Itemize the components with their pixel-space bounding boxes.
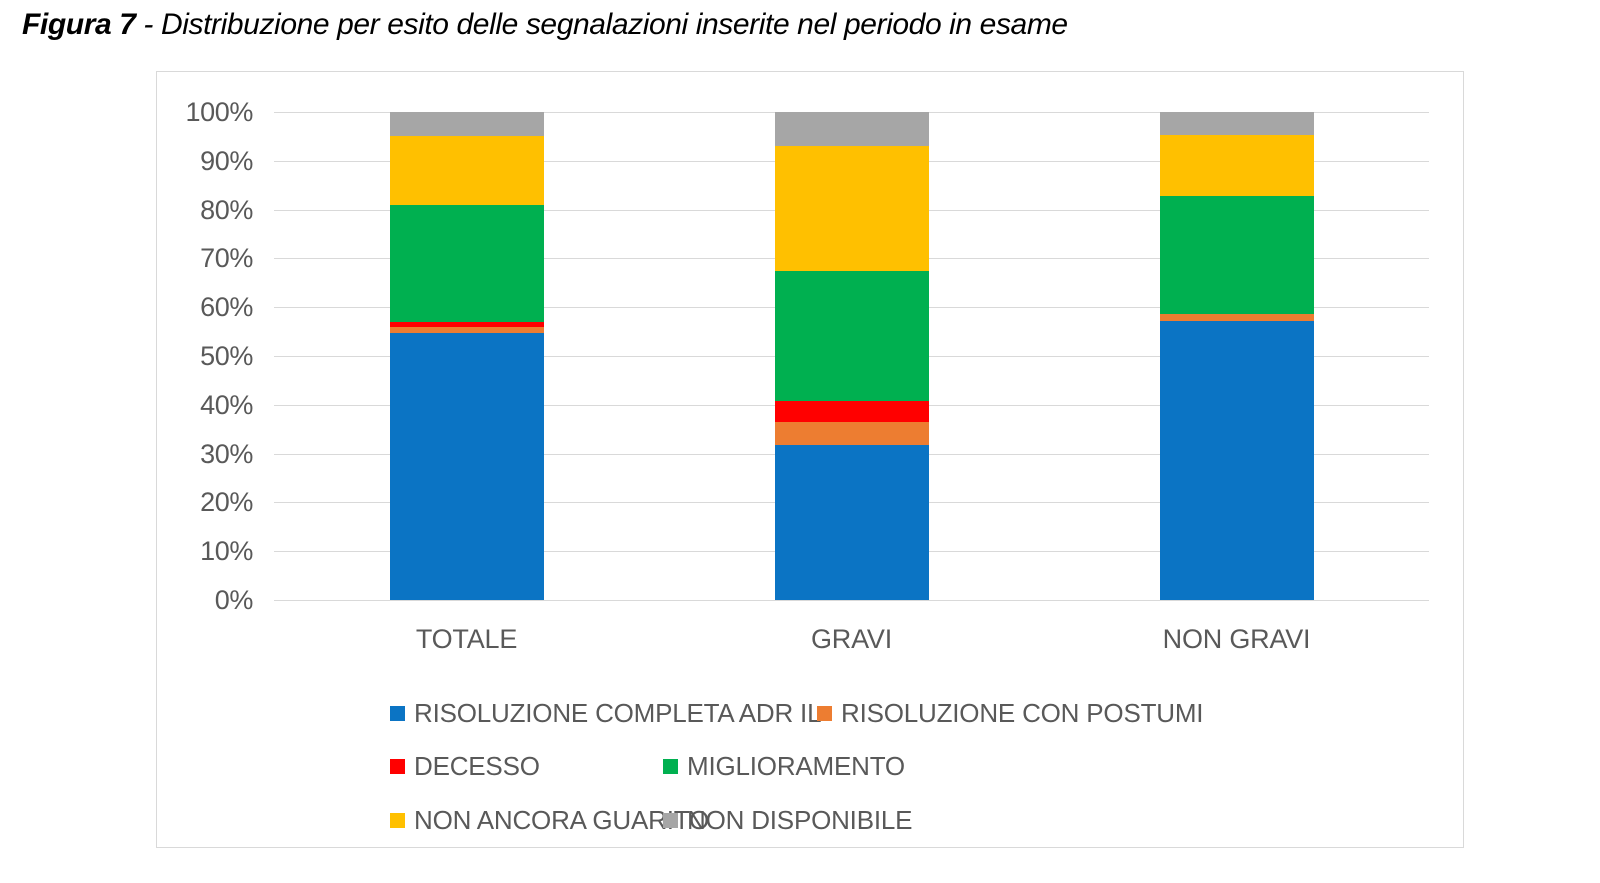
- y-axis-tick-label: 0%: [214, 585, 254, 615]
- legend-item-risoluzione-con-postumi: RISOLUZIONE CON POSTUMI: [817, 697, 1204, 729]
- y-axis-tick-label: 50%: [200, 341, 253, 371]
- bar-segment-gravi-non-ancora-guarito: [774, 146, 929, 271]
- bar-segment-gravi-risoluzione-con-postumi: [774, 422, 929, 446]
- y-axis-tick-label: 40%: [200, 389, 253, 420]
- legend-label: RISOLUZIONE COMPLETA ADR IL: [414, 697, 822, 728]
- bar-segment-totale-risoluzione-completa-adr-il: [389, 333, 544, 600]
- legend-swatch-icon: [663, 758, 678, 774]
- figure-title-number: Figura 7: [22, 8, 136, 41]
- chart-container: 0% 10% 20% 30% 40% 50% 60% 70% 80% 90% 100% TOTALE G…: [156, 71, 1464, 848]
- bar-segment-non-gravi-non-disponibile: [1159, 112, 1314, 135]
- y-axis-tick-label: 10%: [200, 536, 253, 567]
- legend-item-non-ancora-guarito: NON ANCORA GUARITO: [390, 804, 709, 836]
- bar-segment-totale-non-ancora-guarito: [389, 135, 544, 206]
- bar-segment-non-gravi-risoluzione-completa-adr-il: [1159, 320, 1314, 600]
- legend-item-decesso: DECESSO: [390, 750, 540, 782]
- x-axis-category-label: GRAVI: [810, 624, 892, 654]
- figure-title-text: - Distribuzione per esito delle segnalaz…: [135, 8, 1068, 41]
- bar-segment-non-gravi-non-ancora-guarito: [1159, 134, 1314, 197]
- bar-segment-gravi-decesso: [774, 400, 929, 423]
- bar-segment-totale-decesso: [389, 322, 544, 328]
- bar-segment-non-gravi-miglioramento: [1159, 196, 1314, 315]
- legend-item-non-disponibile: NON DISPONIBILE: [663, 804, 912, 836]
- y-axis-tick-label: 30%: [200, 438, 253, 469]
- y-axis-tick-label: 90%: [200, 145, 253, 176]
- bar-segment-totale-non-disponibile: [389, 112, 544, 136]
- y-axis-tick-label: 70%: [200, 243, 253, 274]
- figure-title: Figura 7 - Distribuzione per esito delle…: [22, 8, 1068, 42]
- legend-swatch-icon: [390, 758, 405, 774]
- y-axis-tick-label: 80%: [200, 194, 253, 225]
- bar-segment-totale-risoluzione-con-postumi: [389, 327, 544, 334]
- legend-label: DECESSO: [414, 750, 540, 781]
- legend-swatch-icon: [817, 705, 832, 721]
- legend-label: RISOLUZIONE CON POSTUMI: [841, 697, 1204, 728]
- y-axis-tick-label: 20%: [200, 487, 253, 518]
- bar-segment-non-gravi-risoluzione-con-postumi: [1159, 314, 1314, 321]
- legend-swatch-icon: [663, 812, 678, 828]
- legend-label: NON DISPONIBILE: [687, 804, 913, 835]
- legend-item-miglioramento: MIGLIORAMENTO: [663, 750, 905, 782]
- legend-swatch-icon: [390, 812, 405, 828]
- gridline: [274, 600, 1429, 601]
- bar-segment-gravi-miglioramento: [774, 270, 929, 401]
- legend-item-risoluzione-completa-adr-il: RISOLUZIONE COMPLETA ADR IL: [390, 697, 822, 729]
- bar-segment-gravi-risoluzione-completa-adr-il: [774, 445, 929, 600]
- legend-swatch-icon: [390, 705, 405, 721]
- bar-segment-totale-miglioramento: [389, 205, 544, 323]
- x-axis-category-label: NON GRAVI: [1162, 624, 1311, 654]
- bar-segment-gravi-non-disponibile: [774, 112, 929, 147]
- legend-label: NON ANCORA GUARITO: [414, 804, 709, 835]
- legend-label: MIGLIORAMENTO: [687, 750, 905, 781]
- y-axis-tick-label: 100%: [185, 97, 254, 127]
- y-axis-tick-label: 60%: [200, 292, 253, 323]
- x-axis-category-label: TOTALE: [415, 624, 518, 654]
